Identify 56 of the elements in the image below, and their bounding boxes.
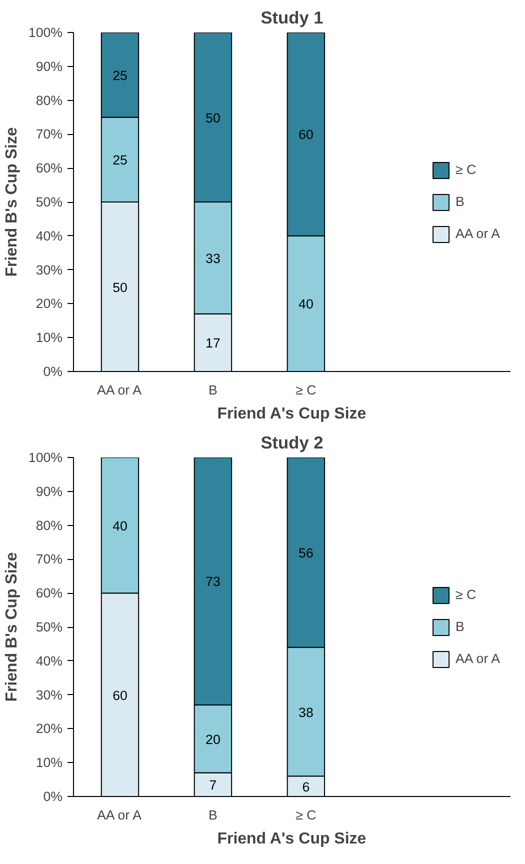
y-tick-label: 80% <box>36 92 63 108</box>
data-label: 60 <box>298 127 314 142</box>
data-label: 73 <box>206 574 220 590</box>
data-label: 25 <box>112 68 128 83</box>
y-tick-label: 40% <box>36 228 63 244</box>
legend-label: B <box>456 619 466 634</box>
y-tick-label: 90% <box>36 58 63 74</box>
y-tick-label: 0% <box>43 364 63 379</box>
legend-label: ≥ C <box>456 162 476 177</box>
y-tick-label: 30% <box>36 262 63 278</box>
data-label: 6 <box>302 779 310 794</box>
data-label: 17 <box>206 336 220 351</box>
y-tick-label: 80% <box>36 518 63 533</box>
data-label: 50 <box>206 110 220 126</box>
data-label: 60 <box>112 688 128 703</box>
x-tick-label: B <box>208 382 218 398</box>
y-tick-label: 50% <box>36 194 63 210</box>
x-tick-label: AA or A <box>97 382 142 398</box>
data-label: 56 <box>298 545 314 560</box>
y-tick-label: 30% <box>36 687 63 702</box>
legend-label: AA or A <box>456 651 500 666</box>
data-label: 50 <box>112 280 128 295</box>
legend-label: B <box>456 194 466 209</box>
x-tick-label: B <box>208 808 218 822</box>
y-tick-label: 100% <box>28 450 63 465</box>
chart-title: Study 2 <box>260 432 324 452</box>
y-tick-label: 70% <box>36 552 63 567</box>
y-tick-label: 40% <box>36 653 63 668</box>
y-tick-label: 10% <box>36 330 63 346</box>
legend-label: AA or A <box>456 226 500 241</box>
data-label: 33 <box>206 250 220 266</box>
y-tick-label: 50% <box>36 620 63 634</box>
y-tick-label: 20% <box>36 721 63 736</box>
y-tick-label: 70% <box>36 126 63 142</box>
data-label: 40 <box>112 518 128 534</box>
y-axis-title: Friend B's Cup Size <box>3 552 20 702</box>
x-axis-title: Friend A's Cup Size <box>217 830 366 848</box>
legend-label: ≥ C <box>456 587 476 602</box>
y-tick-label: 0% <box>43 789 63 804</box>
data-label: 38 <box>298 704 314 720</box>
x-tick-label: ≥ C <box>296 808 317 822</box>
data-label: 25 <box>112 152 128 168</box>
y-tick-label: 90% <box>36 484 63 499</box>
y-tick-label: 60% <box>36 160 63 176</box>
y-tick-label: 100% <box>28 25 63 40</box>
data-label: 40 <box>298 296 314 312</box>
chart-title: Study 1 <box>260 8 324 28</box>
x-tick-label: AA or A <box>97 808 142 822</box>
y-tick-label: 10% <box>36 755 63 770</box>
x-axis-title: Friend A's Cup Size <box>217 406 366 422</box>
y-tick-label: 20% <box>36 296 63 312</box>
y-tick-label: 60% <box>36 586 63 601</box>
data-label: 20 <box>206 732 220 747</box>
x-tick-label: ≥ C <box>296 382 317 398</box>
y-axis-title: Friend B's Cup Size <box>3 127 20 277</box>
data-label: 7 <box>209 778 217 793</box>
